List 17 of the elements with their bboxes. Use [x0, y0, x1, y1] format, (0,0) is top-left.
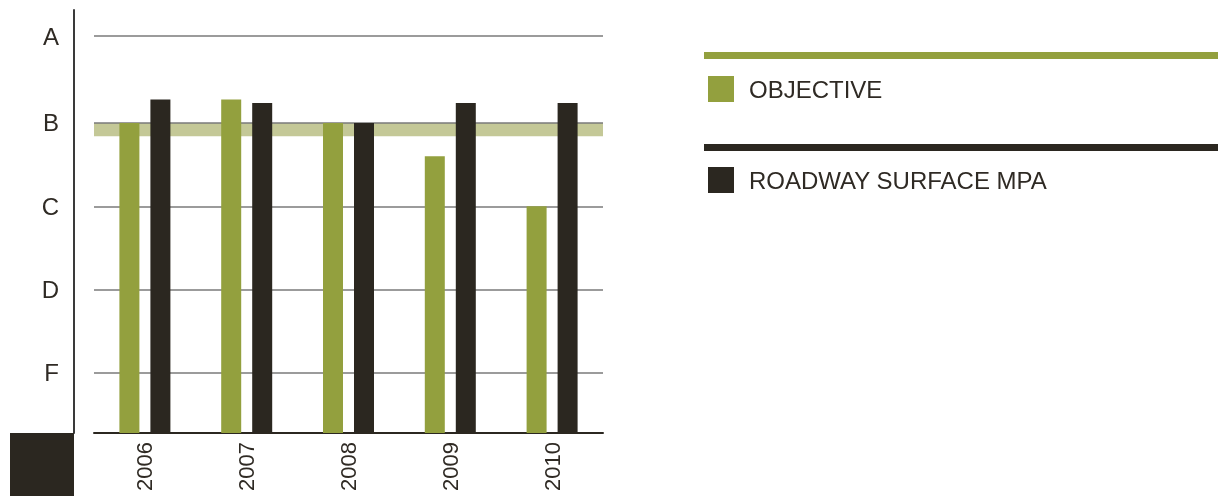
x-tick-label: 2010: [539, 442, 565, 491]
bar: [526, 206, 547, 433]
ref-line-label: A: [42, 22, 59, 50]
bar: [424, 156, 445, 433]
bar: [119, 122, 140, 433]
x-tick-label: 2008: [336, 442, 361, 491]
legend-label: OBJECTIVE: [749, 75, 883, 103]
bar: [221, 99, 242, 433]
ref-line-label: C: [41, 192, 59, 220]
ref-line-label: B: [42, 109, 59, 137]
ref-line-label: F: [44, 359, 59, 387]
ref-line-label: D: [41, 276, 59, 304]
x-tick-label: 2007: [234, 442, 260, 491]
bar: [323, 122, 343, 433]
legend-label: ROADWAY SURFACE MPA: [749, 166, 1047, 194]
x-tick-label: 2009: [437, 442, 463, 491]
x-tick-label: 2006: [132, 442, 158, 491]
